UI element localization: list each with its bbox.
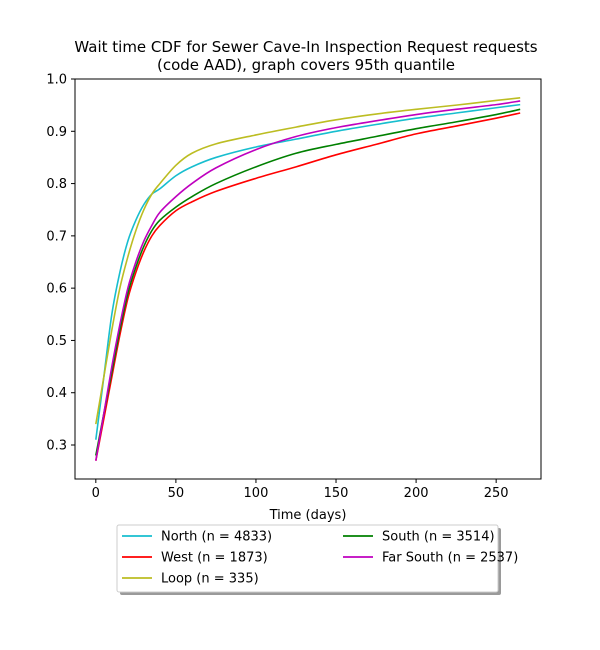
- plot-area: [95, 97, 521, 461]
- legend-label-2: Loop (n = 335): [161, 572, 259, 587]
- y-tick-label: 0.7: [46, 229, 67, 244]
- x-tick-label: 50: [168, 486, 185, 501]
- x-tick-label: 150: [324, 486, 349, 501]
- x-axis-label: Time (days): [269, 508, 347, 523]
- series-line-0: [95, 103, 521, 440]
- chart-title-line-1: Wait time CDF for Sewer Cave-In Inspecti…: [74, 38, 537, 56]
- y-tick-label: 0.6: [46, 282, 67, 297]
- legend-label-1: West (n = 1873): [161, 551, 268, 566]
- y-tick-label: 0.9: [46, 125, 67, 140]
- legend-box: [116, 524, 499, 593]
- legend-label-4: Far South (n = 2537): [382, 551, 518, 566]
- y-tick-label: 0.8: [46, 177, 67, 192]
- y-tick-label: 0.4: [46, 386, 67, 401]
- x-tick-label: 200: [404, 486, 429, 501]
- x-tick-label: 100: [244, 486, 269, 501]
- y-tick-label: 0.3: [46, 439, 67, 454]
- x-tick-label: 250: [484, 486, 509, 501]
- y-axis-ticks: 0.3 0.4 0.5 0.6 0.7 0.8 0.9 1.0: [46, 73, 75, 454]
- x-axis-ticks: 0 50 100 150 200 250: [92, 479, 509, 501]
- y-tick-label: 1.0: [46, 73, 67, 88]
- series-line-3: [95, 108, 521, 456]
- legend-items: North (n = 4833) West (n = 1873) Loop (n =…: [122, 530, 518, 587]
- legend-label-3: South (n = 3514): [382, 530, 495, 545]
- series-line-1: [95, 112, 521, 461]
- y-tick-label: 0.5: [46, 334, 67, 349]
- series-line-2: [95, 97, 521, 425]
- legend-label-0: North (n = 4833): [161, 530, 272, 545]
- chart-title-line-2: (code AAD), graph covers 95th quantile: [157, 56, 455, 74]
- x-tick-label: 0: [92, 486, 100, 501]
- series-line-4: [95, 100, 521, 461]
- legend: North (n = 4833) West (n = 1873) Loop (n =…: [116, 524, 518, 595]
- axes-frame: [74, 78, 542, 480]
